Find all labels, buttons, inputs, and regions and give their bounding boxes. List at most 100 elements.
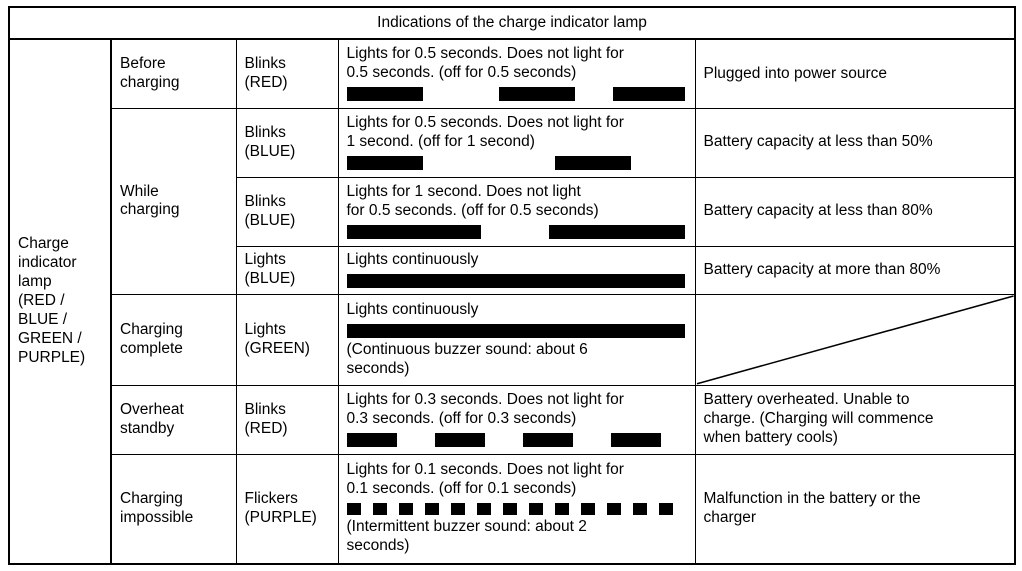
state-label-line: charging bbox=[120, 201, 180, 219]
state-cell-overheat-standby: Overheat standby bbox=[110, 384, 237, 455]
state-label-line: impossible bbox=[120, 508, 194, 526]
buzzer-note-line: seconds) bbox=[346, 537, 410, 555]
state-label-line: complete bbox=[120, 339, 183, 357]
meaning-cell: Plugged into power source bbox=[694, 38, 1016, 109]
state-cell-while-charging: While charging bbox=[110, 107, 237, 295]
table-header-row: Indications of the charge indicator lamp bbox=[8, 6, 1016, 40]
timing-cell: Lights for 0.5 seconds. Does not light f… bbox=[337, 38, 696, 109]
timing-text-line: Lights for 0.5 seconds. Does not light f… bbox=[346, 45, 624, 63]
pulse-diagram bbox=[346, 323, 685, 338]
behavior-cell: Blinks (BLUE) bbox=[235, 107, 339, 178]
behavior-cell: Blinks (BLUE) bbox=[235, 176, 339, 247]
timing-text-line: Lights for 0.5 seconds. Does not light f… bbox=[346, 114, 624, 131]
meaning-cell: Battery capacity at less than 80% bbox=[694, 176, 1016, 247]
table-row: Blinks (BLUE) Lights for 1 second. Does … bbox=[9, 176, 1016, 247]
behavior-cell: Flickers (PURPLE) bbox=[235, 453, 339, 565]
lamp-label-line: PURPLE) bbox=[18, 348, 86, 366]
lamp-label-line: indicator bbox=[18, 254, 77, 272]
behavior-label-line: Flickers bbox=[244, 489, 298, 507]
timing-text-line: Lights for 0.3 seconds. Does not light f… bbox=[346, 390, 624, 408]
meaning-text-line: Battery capacity at less than 50% bbox=[703, 133, 933, 151]
meaning-text-line: Battery overheated. Unable to bbox=[703, 391, 910, 409]
table-row: Overheat standby Blinks (RED) Lights for… bbox=[9, 384, 1016, 455]
meaning-text-line: Battery capacity at more than 80% bbox=[703, 260, 941, 278]
charge-indicator-table: Indications of the charge indicator lamp… bbox=[8, 6, 1017, 565]
meaning-cell: Battery capacity at less than 50% bbox=[694, 107, 1016, 178]
meaning-text-line: Malfunction in the battery or the bbox=[703, 489, 921, 507]
behavior-label-line: (BLUE) bbox=[244, 211, 296, 229]
meaning-text-line: when battery cools) bbox=[703, 429, 838, 447]
lamp-label-line: Charge bbox=[18, 235, 69, 253]
meaning-text-line: Battery capacity at less than 80% bbox=[703, 202, 933, 220]
timing-text-line: Lights continuously bbox=[346, 250, 479, 268]
table-row: While charging Blinks (BLUE) Lights for … bbox=[9, 107, 1016, 295]
state-label-line: Charging bbox=[120, 489, 183, 507]
page-title: Indications of the charge indicator lamp bbox=[8, 6, 1016, 40]
behavior-label-line: Lights bbox=[244, 251, 286, 269]
timing-text-line: 1 second. (off for 1 second) bbox=[346, 132, 535, 150]
behavior-cell: Blinks (RED) bbox=[235, 38, 339, 109]
timing-cell: Lights for 0.5 seconds. Does not light f… bbox=[337, 107, 696, 178]
timing-cell: Lights for 1 second. Does not light for … bbox=[337, 176, 696, 247]
behavior-label-line: (GREEN) bbox=[244, 339, 310, 357]
behavior-cell: Lights (GREEN) bbox=[235, 293, 339, 386]
state-label-line: Charging bbox=[120, 320, 183, 338]
pulse-diagram-flicker bbox=[346, 503, 685, 516]
behavior-label-line: Blinks bbox=[244, 192, 286, 210]
table-row: Charging complete Lights (GREEN) Lights … bbox=[9, 293, 1016, 386]
state-cell-charging-impossible: Charging impossible bbox=[110, 453, 237, 565]
behavior-label-line: Blinks bbox=[244, 55, 286, 73]
state-cell-before-charging: Before charging bbox=[110, 38, 237, 109]
pulse-diagram bbox=[346, 86, 685, 101]
behavior-cell: Blinks (RED) bbox=[235, 384, 339, 455]
timing-cell: Lights for 0.1 seconds. Does not light f… bbox=[337, 453, 696, 565]
meaning-cell: Battery overheated. Unable to charge. (C… bbox=[694, 384, 1016, 455]
meaning-text-line: charger bbox=[703, 508, 757, 526]
timing-cell: Lights continuously bbox=[337, 245, 696, 295]
pulse-diagram bbox=[346, 273, 685, 288]
table-row: Charging impossible Flickers (PURPLE) Li… bbox=[9, 453, 1016, 565]
timing-text-line: for 0.5 seconds. (off for 0.5 seconds) bbox=[346, 201, 599, 219]
state-label-line: standby bbox=[120, 419, 175, 437]
timing-text-line: 0.5 seconds. (off for 0.5 seconds) bbox=[346, 63, 577, 81]
state-cell-charging-complete: Charging complete bbox=[110, 293, 237, 386]
table-row: Lights (BLUE) Lights continuously Batter… bbox=[9, 245, 1016, 295]
meaning-text-line: charge. (Charging will commence bbox=[703, 410, 934, 428]
lamp-label-line: GREEN / bbox=[18, 329, 82, 347]
behavior-label-line: Blinks bbox=[244, 124, 286, 141]
pulse-diagram bbox=[346, 432, 685, 447]
meaning-text-line: Plugged into power source bbox=[703, 64, 888, 82]
behavior-label-line: (BLUE) bbox=[244, 270, 296, 288]
lamp-label-line: lamp bbox=[18, 273, 52, 291]
behavior-label-line: Blinks bbox=[244, 400, 286, 418]
table-row: Charge indicator lamp (RED / BLUE / GREE… bbox=[8, 38, 1016, 565]
buzzer-note-line: seconds) bbox=[346, 359, 410, 377]
buzzer-note-line: (Intermittent buzzer sound: about 2 bbox=[346, 518, 587, 536]
pulse-diagram bbox=[346, 155, 685, 170]
lamp-label-cell: Charge indicator lamp (RED / BLUE / GREE… bbox=[8, 38, 112, 565]
behavior-label-line: (RED) bbox=[244, 73, 288, 91]
meaning-cell: Battery capacity at more than 80% bbox=[694, 245, 1016, 295]
state-label-line: Overheat bbox=[120, 400, 184, 418]
state-label-line: charging bbox=[120, 73, 180, 91]
diagonal-strike-icon bbox=[696, 295, 1014, 385]
buzzer-note-line: (Continuous buzzer sound: about 6 bbox=[346, 340, 588, 358]
timing-cell: Lights continuously (Continuous buzzer s… bbox=[337, 293, 696, 386]
lamp-label-line: (RED / bbox=[18, 292, 65, 310]
timing-text-line: Lights for 1 second. Does not light bbox=[346, 182, 581, 200]
timing-text-line: Lights continuously bbox=[346, 300, 479, 318]
pulse-diagram bbox=[346, 224, 685, 239]
meaning-cell-empty-diagonal bbox=[694, 293, 1016, 386]
timing-cell: Lights for 0.3 seconds. Does not light f… bbox=[337, 384, 696, 455]
behavior-label-line: (PURPLE) bbox=[244, 508, 317, 526]
behavior-label-line: Lights bbox=[244, 320, 286, 338]
state-label-line: Before bbox=[120, 55, 166, 73]
timing-text-line: Lights for 0.1 seconds. Does not light f… bbox=[346, 461, 624, 479]
meaning-cell: Malfunction in the battery or the charge… bbox=[694, 453, 1016, 565]
behavior-label-line: (RED) bbox=[244, 419, 288, 437]
behavior-cell: Lights (BLUE) bbox=[235, 245, 339, 295]
lamp-label-line: BLUE / bbox=[18, 310, 68, 328]
state-label-line: While bbox=[120, 182, 159, 200]
timing-text-line: 0.1 seconds. (off for 0.1 seconds) bbox=[346, 480, 577, 498]
